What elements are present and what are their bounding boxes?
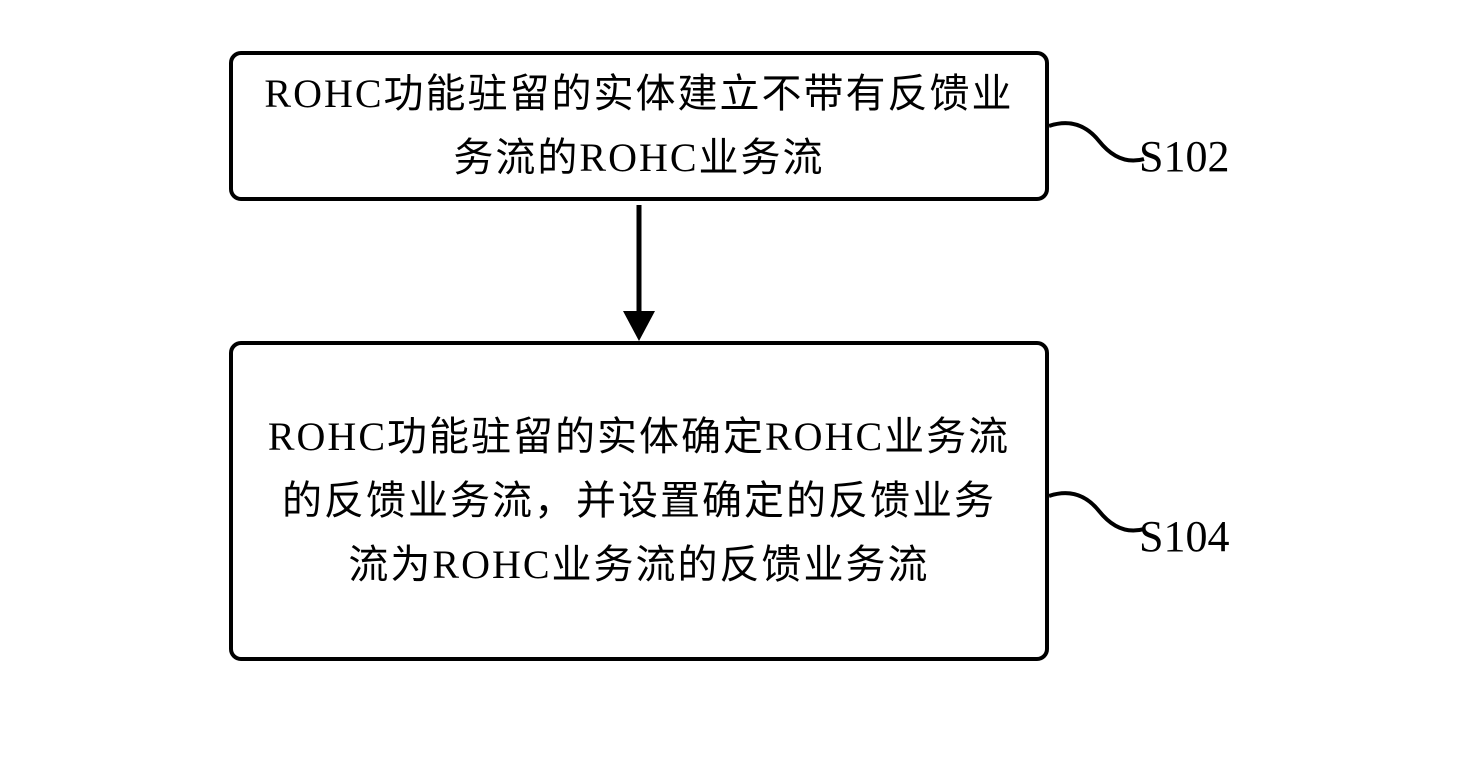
arrow-head-icon — [623, 311, 655, 341]
step-label-s104: S104 — [1139, 511, 1229, 562]
flowchart-container: ROHC功能驻留的实体建立不带有反馈业务流的ROHC业务流 S102 ROHC功… — [189, 41, 1289, 721]
node-text: ROHC功能驻留的实体建立不带有反馈业务流的ROHC业务流 — [263, 62, 1015, 190]
connector-curve-s104 — [1049, 481, 1149, 561]
flow-node-s104: ROHC功能驻留的实体确定ROHC业务流的反馈业务流，并设置确定的反馈业务流为R… — [229, 341, 1049, 661]
step-label-s102: S102 — [1139, 131, 1229, 182]
connector-curve-s102 — [1049, 111, 1149, 191]
arrow-line — [637, 205, 642, 315]
flow-node-s102: ROHC功能驻留的实体建立不带有反馈业务流的ROHC业务流 — [229, 51, 1049, 201]
node-text: ROHC功能驻留的实体确定ROHC业务流的反馈业务流，并设置确定的反馈业务流为R… — [263, 405, 1015, 597]
flow-arrow — [629, 205, 649, 341]
